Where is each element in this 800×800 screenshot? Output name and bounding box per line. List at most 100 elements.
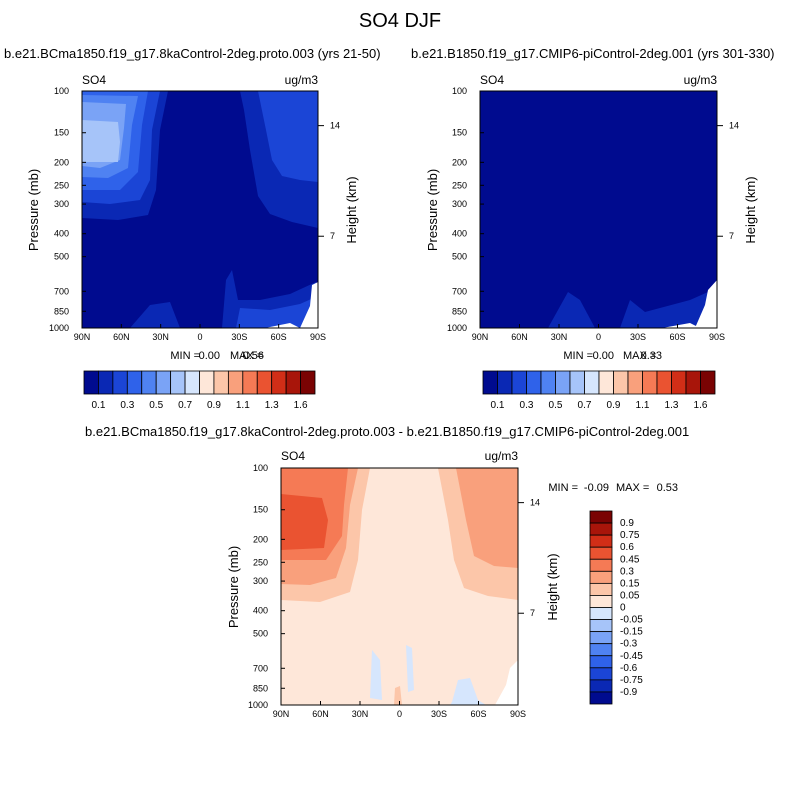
y-right-tick-label: 7 [729,231,734,241]
contour-fill-surface [548,292,595,328]
x-tick-label: 30S [630,332,646,342]
y-tick-label: 700 [452,286,467,296]
y-tick-label: 100 [54,86,69,96]
topography-mask [695,280,717,328]
generated-axes-layer: 90N 60N 30N 0 30S 60S 90S 100 150 200 250 300 400 500… [49,86,739,719]
x-tick-label: 90N [273,709,290,719]
colorbar-label: -0.05 [620,615,643,626]
colorbar-swatch [589,558,613,572]
y-right-tick-label: 14 [530,498,540,508]
colorbar-swatch [271,370,287,395]
colorbar-label: 0.3 [120,400,134,411]
y-tick-label: 100 [253,463,268,473]
colorbar-swatch [98,370,114,395]
panel-2-variable-label: SO4 [480,73,504,87]
panel-3-min-value: -0.09 [584,482,609,494]
colorbar-swatch [511,370,527,395]
y-tick-label: 400 [452,229,467,239]
colorbar-label: 1.3 [665,400,679,411]
y-tick-label: 700 [253,663,268,673]
panel-1-max-value: 0.56 [243,350,264,362]
colorbar-swatch [112,370,128,395]
y-tick-label: 300 [253,576,268,586]
panel-3-ylabel-right: Height (km) [545,553,560,620]
contour-fill-0-1 [480,91,717,328]
colorbar-label: 0.6 [620,542,634,553]
y-tick-label: 200 [54,157,69,167]
x-tick-label: 0 [596,332,601,342]
colorbar-swatch [584,370,600,395]
x-tick-label: 60N [511,332,528,342]
y-tick-label: 200 [253,534,268,544]
x-tick-label: 60N [113,332,130,342]
y-tick-label: 700 [54,286,69,296]
colorbar-label: 0.5 [549,400,563,411]
colorbar-swatch [589,607,613,620]
y-right-tick-label: 14 [729,121,739,131]
y-tick-label: 150 [253,505,268,515]
colorbar-swatch [184,370,200,395]
colorbar-label: 1.3 [265,400,279,411]
panel-3-variable-label: SO4 [281,449,305,463]
panel-2-max-value: 0.33 [641,350,662,362]
panel-1-ylabel: Pressure (mb) [26,169,41,251]
x-tick-label: 90S [310,332,326,342]
colorbar-swatch [227,370,244,395]
colorbar-label: -0.15 [620,627,643,638]
colorbar-swatch [285,370,301,395]
colorbar-label: 0.9 [620,518,634,529]
colorbar-label: 1.1 [636,400,650,411]
panel-1-plot [81,90,319,329]
x-tick-label: 60N [312,709,329,719]
colorbar-swatch [627,370,643,395]
colorbar-label: 0.1 [491,400,505,411]
colorbar-label: 0.1 [91,400,105,411]
panel-2-contours [480,91,717,328]
colorbar-swatch [242,370,258,395]
panel-1-contours [82,91,318,328]
x-tick-label: 30S [231,332,247,342]
colorbar-label: 0.15 [620,578,640,589]
colorbar-swatch [589,679,613,693]
colorbar-swatch [482,370,498,395]
colorbar-swatch [540,370,556,395]
panel-3-max-value: 0.53 [657,482,678,494]
figure-title: SO4 DJF [358,10,442,32]
colorbar-swatch [213,370,229,395]
colorbar-swatch [589,534,613,548]
colorbar-swatch [613,370,629,395]
panel-1-ylabel-right: Height (km) [344,176,359,243]
panel-3-max-label: MAX = [616,482,649,494]
colorbar-label: 0.3 [620,566,634,577]
panel-3-min-label: MIN = [548,482,578,494]
panel-1-min-label: MIN = [170,350,200,362]
colorbar-swatch [526,370,542,395]
y-tick-label: 500 [253,629,268,639]
colorbar-label: 0.05 [620,590,640,601]
panel-1-units: ug/m3 [285,73,319,87]
y-tick-label: 300 [54,199,69,209]
panel-2-plot [479,90,718,329]
colorbar-swatch [589,546,613,560]
contour-fill-0-45-to-0-6 [281,494,328,550]
y-tick-label: 850 [54,306,69,316]
y-tick-label: 200 [452,157,467,167]
y-tick-label: 100 [452,86,467,96]
panel-2-units: ug/m3 [684,73,718,87]
contour-fill-surface [620,288,717,328]
y-tick-label: 850 [452,306,467,316]
colorbar-swatch [589,510,613,524]
colorbar-label: 0.7 [178,400,192,411]
colorbar-swatch [671,370,687,395]
x-tick-label: 90S [709,332,725,342]
y-tick-label: 850 [253,683,268,693]
y-tick-label: 250 [54,180,69,190]
topography-mask [265,323,300,328]
colorbar-label: 0.3 [520,400,534,411]
panel-2-ylabel-right: Height (km) [743,176,758,243]
panel-3-units: ug/m3 [485,449,519,463]
x-tick-label: 60S [669,332,685,342]
colorbar-swatch [497,370,513,395]
colorbar-swatch [589,631,613,645]
